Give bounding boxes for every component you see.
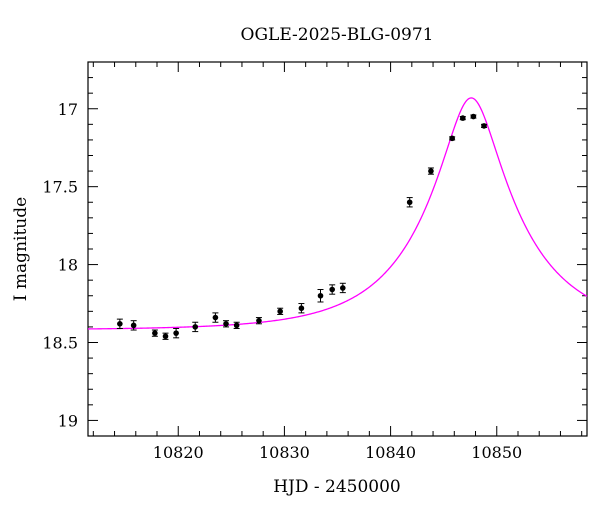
plot-frame bbox=[87, 61, 588, 437]
model-curve-group bbox=[87, 97, 588, 330]
data-point bbox=[449, 135, 455, 142]
data-point bbox=[317, 292, 324, 299]
data-point bbox=[130, 322, 137, 329]
data-point bbox=[340, 285, 346, 291]
data-point bbox=[212, 314, 219, 321]
data-point bbox=[481, 123, 487, 129]
x-tick-label: 10820 bbox=[153, 443, 204, 462]
data-point bbox=[459, 115, 466, 121]
y-tick-label: 17.5 bbox=[42, 178, 78, 197]
data-point bbox=[233, 322, 240, 329]
x-tick-labels: 10820 10830 10840 10850 bbox=[153, 443, 522, 462]
data-point bbox=[152, 330, 158, 336]
data-point bbox=[256, 317, 262, 324]
y-axis-label: I magnitude bbox=[11, 197, 31, 301]
data-point bbox=[470, 113, 477, 120]
data-point bbox=[173, 330, 179, 336]
data-point bbox=[329, 286, 335, 293]
data-point bbox=[406, 199, 413, 206]
model-curve bbox=[87, 97, 588, 330]
y-tick-label: 18.5 bbox=[42, 334, 78, 353]
data-point bbox=[277, 308, 283, 315]
data-point bbox=[223, 321, 229, 327]
x-axis-label: HJD - 2450000 bbox=[273, 477, 401, 497]
data-point bbox=[428, 168, 434, 174]
data-point bbox=[298, 305, 305, 312]
y-tick-label: 18 bbox=[58, 256, 78, 275]
x-tick-label: 10850 bbox=[471, 443, 522, 462]
data-point bbox=[117, 321, 123, 327]
y-tick-label: 19 bbox=[58, 411, 78, 430]
y-tick-label: 17 bbox=[58, 100, 78, 119]
chart-title: OGLE-2025-BLG-0971 bbox=[241, 25, 434, 45]
data-points bbox=[116, 113, 488, 340]
y-tick-labels: 17 17.5 18 18.5 19 bbox=[42, 100, 78, 431]
x-tick-label: 10840 bbox=[365, 443, 416, 462]
data-point bbox=[162, 333, 169, 340]
axis-ticks bbox=[88, 61, 587, 437]
x-tick-label: 10830 bbox=[259, 443, 310, 462]
data-point bbox=[192, 324, 199, 330]
